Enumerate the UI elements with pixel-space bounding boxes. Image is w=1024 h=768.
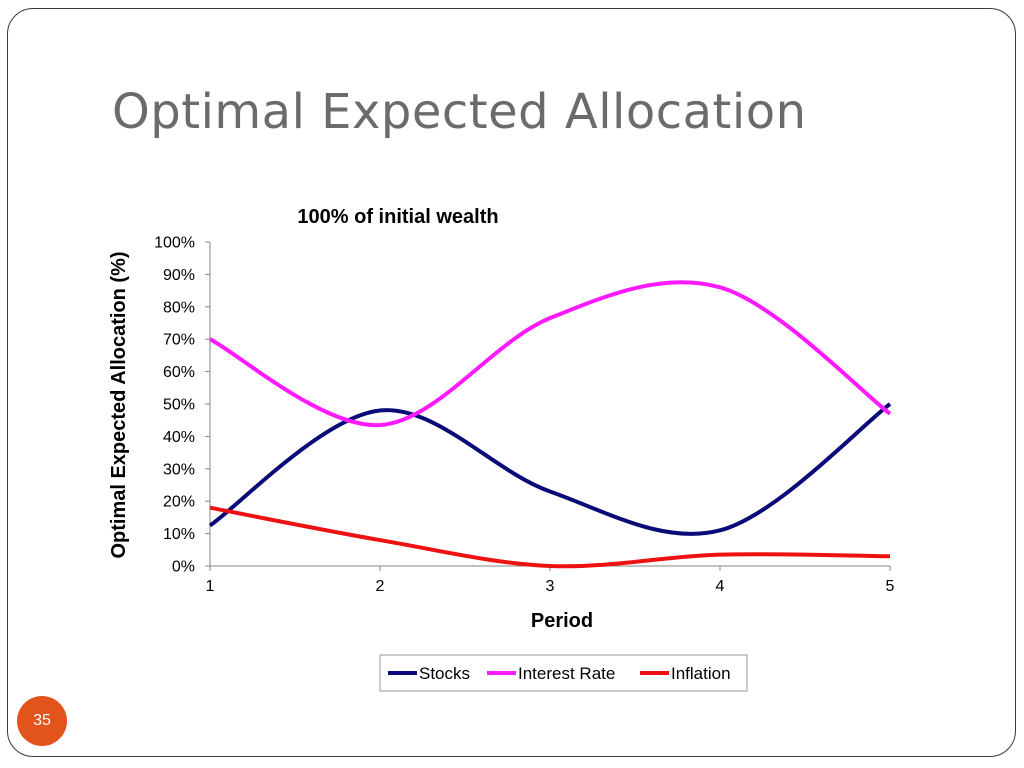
- x-axis-title: Period: [531, 610, 593, 632]
- y-tick-label: 20%: [163, 494, 195, 511]
- chart-title: 100% of initial wealth: [297, 206, 498, 228]
- y-tick-label: 60%: [163, 364, 195, 381]
- x-axis: 1 2 3 4 5: [206, 565, 895, 595]
- series-line-inflation: [209, 505, 891, 569]
- series-layer: [208, 280, 892, 569]
- legend-label-stocks: Stocks: [419, 664, 470, 683]
- series-line-interest-rate: [209, 280, 892, 428]
- y-tick-label: 10%: [163, 526, 195, 543]
- x-tick-label: 2: [376, 578, 385, 595]
- y-tick-label: 90%: [163, 267, 195, 284]
- y-tick-label: 30%: [163, 461, 195, 478]
- legend-label-interest-rate: Interest Rate: [518, 664, 615, 683]
- slide-title: Optimal Expected Allocation: [112, 84, 807, 140]
- y-axis: 0% 10% 20% 30% 40% 50% 60% 70% 80% 90% 100%: [154, 235, 211, 576]
- y-tick-label: 50%: [163, 397, 195, 414]
- legend-label-inflation: Inflation: [671, 664, 731, 683]
- y-tick-label: 100%: [154, 235, 195, 252]
- y-tick-label: 80%: [163, 299, 195, 316]
- x-tick-label: 5: [886, 578, 895, 595]
- x-tick-label: 3: [546, 578, 555, 595]
- y-tick-label: 70%: [163, 332, 195, 349]
- y-axis-title: Optimal Expected Allocation (%): [108, 251, 130, 558]
- legend-box: [379, 654, 748, 692]
- y-tick-label: 40%: [163, 429, 195, 446]
- series-line-stocks: [208, 402, 892, 536]
- x-tick-label: 1: [206, 578, 215, 595]
- slide-frame: [7, 8, 1016, 757]
- legend: Stocks Interest Rate Inflation: [379, 654, 748, 692]
- page-number-badge: 35: [17, 696, 67, 746]
- y-tick-label: 0%: [172, 559, 195, 576]
- x-tick-label: 4: [716, 578, 725, 595]
